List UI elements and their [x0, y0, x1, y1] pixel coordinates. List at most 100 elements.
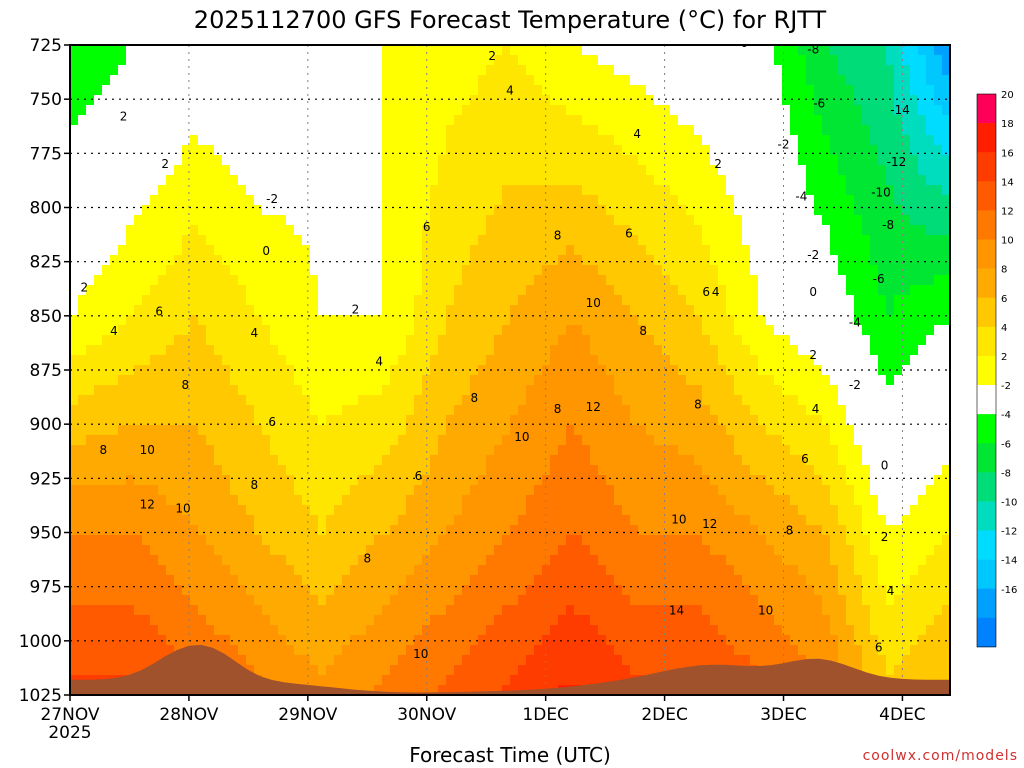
temperature-cell	[214, 125, 223, 136]
temperature-cell	[358, 115, 367, 126]
temperature-cell	[366, 255, 375, 266]
temperature-cell	[126, 615, 135, 626]
temperature-cell	[470, 215, 479, 226]
temperature-cell	[590, 95, 599, 106]
temperature-cell	[158, 385, 167, 396]
temperature-cell	[286, 625, 295, 636]
temperature-cell	[398, 395, 407, 406]
temperature-cell	[230, 425, 239, 436]
temperature-cell	[334, 535, 343, 546]
temperature-cell	[294, 45, 303, 56]
temperature-cell	[230, 455, 239, 466]
temperature-cell	[566, 245, 575, 256]
temperature-cell	[198, 325, 207, 336]
temperature-cell	[630, 335, 639, 346]
temperature-cell	[270, 515, 279, 526]
temperature-cell	[470, 355, 479, 366]
temperature-cell	[598, 425, 607, 436]
temperature-cell	[230, 385, 239, 396]
temperature-cell	[214, 425, 223, 436]
temperature-cell	[406, 495, 415, 506]
temperature-cell	[350, 285, 359, 296]
temperature-cell	[526, 495, 535, 506]
temperature-cell	[470, 235, 479, 246]
temperature-cell	[294, 335, 303, 346]
temperature-cell	[582, 435, 591, 446]
temperature-cell	[598, 305, 607, 316]
temperature-cell	[422, 65, 431, 76]
temperature-cell	[166, 405, 175, 416]
temperature-cell	[438, 65, 447, 76]
temperature-cell	[134, 315, 143, 326]
temperature-cell	[510, 685, 519, 695]
temperature-cell	[278, 95, 287, 106]
temperature-cell	[254, 455, 263, 466]
temperature-cell	[542, 125, 551, 136]
temperature-cell	[302, 45, 311, 56]
temperature-cell	[326, 465, 335, 476]
temperature-cell	[302, 345, 311, 356]
temperature-cell	[670, 455, 679, 466]
temperature-cell	[534, 575, 543, 586]
temperature-cell	[606, 435, 615, 446]
temperature-cell	[294, 435, 303, 446]
temperature-cell	[70, 535, 79, 546]
temperature-cell	[670, 175, 679, 186]
temperature-cell	[310, 125, 319, 136]
temperature-cell	[398, 645, 407, 656]
temperature-cell	[678, 335, 687, 346]
temperature-cell	[550, 545, 559, 556]
temperature-cell	[390, 605, 399, 616]
temperature-cell	[230, 275, 239, 286]
temperature-cell	[430, 175, 439, 186]
temperature-cell	[646, 345, 655, 356]
temperature-cell	[430, 555, 439, 566]
temperature-cell	[350, 305, 359, 316]
temperature-cell	[262, 495, 271, 506]
temperature-cell	[206, 325, 215, 336]
temperature-cell	[382, 505, 391, 516]
temperature-cell	[206, 625, 215, 636]
temperature-cell	[590, 445, 599, 456]
temperature-cell	[526, 105, 535, 116]
temperature-cell	[334, 465, 343, 476]
temperature-cell	[262, 435, 271, 446]
temperature-cell	[294, 665, 303, 676]
temperature-cell	[406, 45, 415, 56]
temperature-cell	[430, 325, 439, 336]
temperature-cell	[70, 565, 79, 576]
temperature-cell	[78, 505, 87, 516]
temperature-cell	[246, 235, 255, 246]
temperature-cell	[662, 235, 671, 246]
temperature-cell	[86, 325, 95, 336]
temperature-cell	[110, 455, 119, 466]
temperature-cell	[246, 465, 255, 476]
temperature-cell	[254, 415, 263, 426]
temperature-cell	[390, 515, 399, 526]
temperature-cell	[158, 295, 167, 306]
temperature-cell	[102, 135, 111, 146]
temperature-cell	[622, 465, 631, 476]
temperature-cell	[374, 395, 383, 406]
temperature-cell	[518, 295, 527, 306]
temperature-cell	[190, 575, 199, 586]
temperature-cell	[78, 635, 87, 646]
temperature-cell	[550, 225, 559, 236]
temperature-cell	[254, 535, 263, 546]
temperature-cell	[230, 245, 239, 256]
temperature-cell	[118, 435, 127, 446]
temperature-cell	[110, 265, 119, 276]
temperature-cell	[334, 415, 343, 426]
temperature-cell	[510, 585, 519, 596]
temperature-cell	[222, 535, 231, 546]
temperature-cell	[382, 145, 391, 156]
temperature-cell	[302, 655, 311, 666]
temperature-cell	[374, 685, 383, 695]
temperature-cell	[318, 575, 327, 586]
temperature-cell	[230, 135, 239, 146]
temperature-cell	[598, 375, 607, 386]
temperature-cell	[518, 425, 527, 436]
temperature-cell	[126, 65, 135, 76]
temperature-cell	[582, 575, 591, 586]
temperature-cell	[526, 635, 535, 646]
